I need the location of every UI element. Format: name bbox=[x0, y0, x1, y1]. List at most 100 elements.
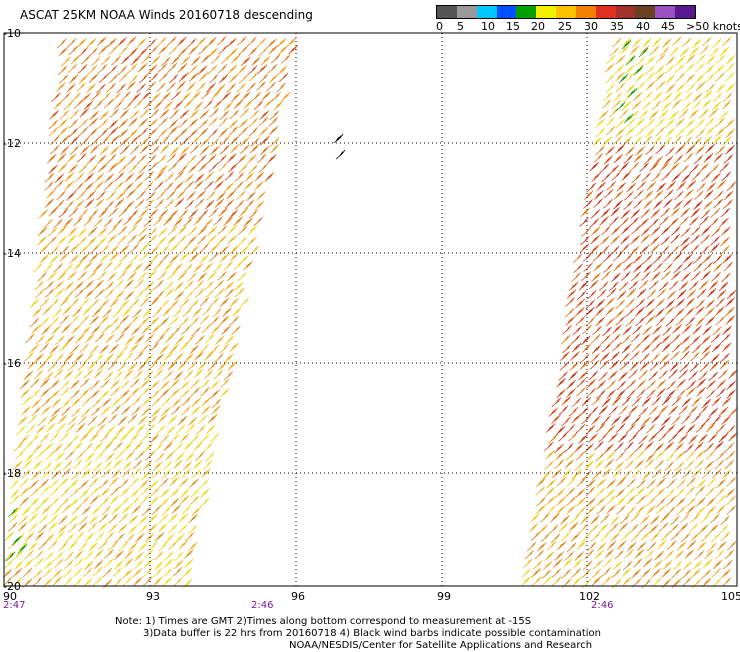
wind-barb bbox=[84, 280, 94, 290]
wind-barb bbox=[62, 577, 73, 587]
wind-barb bbox=[616, 496, 626, 506]
wind-barb bbox=[27, 414, 38, 424]
wind-barb bbox=[256, 81, 266, 91]
wind-barb bbox=[47, 271, 57, 282]
wind-barb bbox=[181, 468, 191, 479]
wind-barb bbox=[89, 494, 100, 505]
wind-barb bbox=[666, 380, 676, 391]
wind-barb bbox=[64, 180, 74, 191]
wind-barb bbox=[638, 523, 649, 533]
wind-barb bbox=[169, 109, 180, 119]
wind-barb bbox=[118, 72, 129, 82]
wind-barb bbox=[59, 477, 69, 487]
wind-barb bbox=[640, 515, 650, 525]
wind-barb bbox=[207, 234, 217, 245]
wind-barb bbox=[695, 316, 706, 327]
wind-barb bbox=[654, 459, 664, 470]
wind-barb bbox=[167, 234, 177, 245]
wind-barb bbox=[645, 452, 656, 463]
wind-barb bbox=[652, 254, 663, 264]
wind-barb bbox=[137, 415, 148, 426]
wind-barb bbox=[140, 136, 150, 147]
wind-barb bbox=[189, 252, 200, 263]
wind-barb bbox=[150, 487, 160, 497]
wind-barb bbox=[119, 299, 130, 310]
wind-barb bbox=[219, 253, 230, 263]
wind-barb bbox=[168, 512, 179, 523]
wind-barb bbox=[556, 388, 566, 399]
wind-barb bbox=[598, 405, 609, 415]
wind-barb bbox=[655, 126, 666, 137]
wind-barb bbox=[61, 503, 72, 514]
wind-barb bbox=[271, 92, 281, 102]
wind-barb bbox=[554, 443, 564, 454]
wind-barb bbox=[174, 352, 184, 363]
wind-barb bbox=[712, 92, 723, 102]
wind-barb bbox=[3, 559, 14, 569]
wind-barb bbox=[96, 190, 106, 201]
wind-barb bbox=[595, 451, 606, 462]
wind-barb bbox=[726, 181, 737, 192]
wind-barb bbox=[208, 128, 219, 139]
wind-barb bbox=[675, 487, 686, 498]
wind-barb bbox=[56, 38, 67, 49]
wind-barb bbox=[71, 324, 81, 335]
lon-label-90: 90 bbox=[3, 590, 17, 603]
wind-barb bbox=[580, 235, 590, 246]
wind-barb bbox=[631, 100, 642, 111]
wind-barb bbox=[660, 334, 671, 345]
wind-barb bbox=[29, 497, 40, 508]
wind-barb bbox=[57, 65, 68, 76]
wind-barb bbox=[662, 92, 673, 103]
wind-barb bbox=[49, 432, 60, 442]
wind-barb bbox=[63, 551, 74, 562]
wind-barb bbox=[618, 405, 629, 415]
wind-barb bbox=[626, 506, 636, 516]
wind-barb bbox=[197, 272, 207, 282]
wind-barb bbox=[648, 405, 659, 416]
wind-barb bbox=[243, 99, 254, 109]
wind-barb bbox=[661, 578, 672, 588]
wind-barb bbox=[704, 460, 714, 471]
wind-barb bbox=[258, 73, 269, 84]
wind-barb bbox=[221, 91, 231, 102]
wind-barb bbox=[711, 272, 721, 282]
wind-barb bbox=[671, 99, 682, 109]
wind-barb bbox=[268, 73, 279, 84]
wind-barb bbox=[608, 370, 618, 380]
wind-barb bbox=[70, 54, 81, 65]
wind-barb bbox=[716, 179, 727, 190]
wind-barb bbox=[128, 47, 138, 58]
wind-barb bbox=[708, 407, 719, 418]
wind-barb bbox=[615, 54, 626, 65]
wind-barb bbox=[106, 82, 116, 93]
wind-barb bbox=[645, 145, 655, 155]
wind-barb bbox=[108, 162, 118, 172]
wind-barb bbox=[662, 136, 673, 147]
wind-barb bbox=[661, 270, 671, 281]
wind-barb bbox=[167, 225, 178, 236]
wind-barb bbox=[178, 46, 188, 57]
wind-barb bbox=[179, 244, 190, 254]
wind-barb bbox=[87, 64, 98, 75]
wind-barb bbox=[58, 514, 69, 525]
wind-barb bbox=[636, 180, 647, 191]
wind-barb bbox=[604, 443, 614, 454]
wind-barb bbox=[104, 173, 115, 183]
wind-barb bbox=[641, 470, 652, 481]
wind-barb bbox=[152, 307, 162, 318]
wind-barb bbox=[157, 270, 167, 281]
wind-barb bbox=[23, 440, 33, 451]
wind-barb bbox=[125, 450, 135, 461]
wind-barb bbox=[636, 494, 646, 505]
wind-barb bbox=[666, 180, 677, 191]
wind-barb bbox=[117, 234, 127, 245]
wind-barb bbox=[74, 288, 85, 298]
wind-barb bbox=[78, 163, 88, 174]
wind-barb bbox=[48, 206, 59, 217]
wind-barb bbox=[206, 37, 217, 47]
wind-barb bbox=[686, 504, 696, 515]
wind-barb bbox=[240, 56, 251, 67]
wind-barb bbox=[133, 559, 144, 570]
wind-barb bbox=[641, 396, 652, 407]
